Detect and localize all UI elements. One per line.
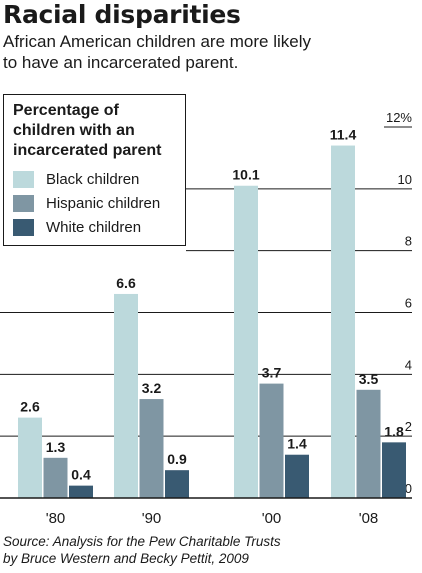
y-tick-label-0: 0 [405, 481, 412, 496]
legend-title: Percentage of children with an incarcera… [13, 101, 177, 161]
bar-white-2 [285, 454, 309, 498]
data-label-black-2: 10.1 [232, 167, 259, 183]
subtitle-line-1: African American children are more likel… [3, 32, 312, 51]
source-line-2: by Bruce Western and Becky Pettit, 2009 [3, 551, 249, 566]
x-tick-label-2: '00 [262, 510, 282, 527]
bar-black-0 [18, 417, 42, 498]
legend-label-white: White children [46, 218, 142, 236]
bar-black-2 [234, 185, 258, 498]
legend-title-line-1: Percentage of [13, 102, 119, 119]
bar-white-0 [69, 485, 93, 498]
legend-title-line-2: children with an [13, 122, 135, 139]
y-tick-label-12: 12% [386, 110, 412, 125]
chart-title: Racial disparities [3, 0, 241, 29]
bar-black-3 [331, 145, 355, 499]
legend-label-hispanic: Hispanic children [46, 194, 161, 212]
legend-item-white: White children [13, 215, 177, 239]
bar-black-1 [114, 293, 138, 498]
bar-white-3 [382, 442, 406, 498]
x-tick-label-3: '08 [359, 510, 379, 527]
legend-swatch-white [13, 218, 34, 236]
x-tick-label-1: '90 [142, 510, 162, 527]
y-tick-label-2: 2 [405, 419, 412, 434]
chart-subtitle: African American children are more likel… [3, 31, 413, 73]
data-label-black-3: 11.4 [330, 127, 357, 143]
bar-hispanic-1 [139, 399, 164, 498]
source-line-1: Source: Analysis for the Pew Charitable … [3, 534, 281, 549]
data-label-hispanic-3: 3.5 [359, 371, 379, 387]
legend: Percentage of children with an incarcera… [3, 94, 186, 246]
legend-item-hispanic: Hispanic children [13, 191, 177, 215]
data-label-white-1: 0.9 [167, 451, 187, 467]
data-label-black-1: 6.6 [116, 275, 136, 291]
data-label-hispanic-2: 3.7 [262, 365, 282, 381]
legend-swatch-black [13, 170, 34, 188]
data-label-hispanic-1: 3.2 [142, 380, 162, 396]
legend-title-line-3: incarcerated parent [13, 142, 162, 159]
bar-hispanic-2 [259, 383, 284, 498]
data-label-white-2: 1.4 [287, 436, 307, 452]
x-tick-label-0: '80 [46, 510, 66, 527]
legend-item-black: Black children [13, 167, 177, 191]
source-note: Source: Analysis for the Pew Charitable … [3, 533, 413, 567]
y-tick-label-4: 4 [405, 357, 412, 372]
legend-label-black: Black children [46, 170, 140, 188]
data-label-hispanic-0: 1.3 [46, 439, 66, 455]
subtitle-line-2: to have an incarcerated parent. [3, 53, 239, 72]
y-tick-label-10: 10 [398, 172, 412, 187]
y-tick-label-8: 8 [405, 234, 412, 249]
bar-hispanic-3 [356, 389, 381, 498]
y-tick-label-6: 6 [405, 296, 412, 311]
bar-hispanic-0 [43, 457, 68, 498]
legend-swatch-hispanic [13, 194, 34, 212]
data-label-white-3: 1.8 [384, 423, 404, 439]
data-label-white-0: 0.4 [71, 467, 91, 483]
bar-white-1 [165, 470, 189, 498]
data-label-black-0: 2.6 [20, 399, 40, 415]
